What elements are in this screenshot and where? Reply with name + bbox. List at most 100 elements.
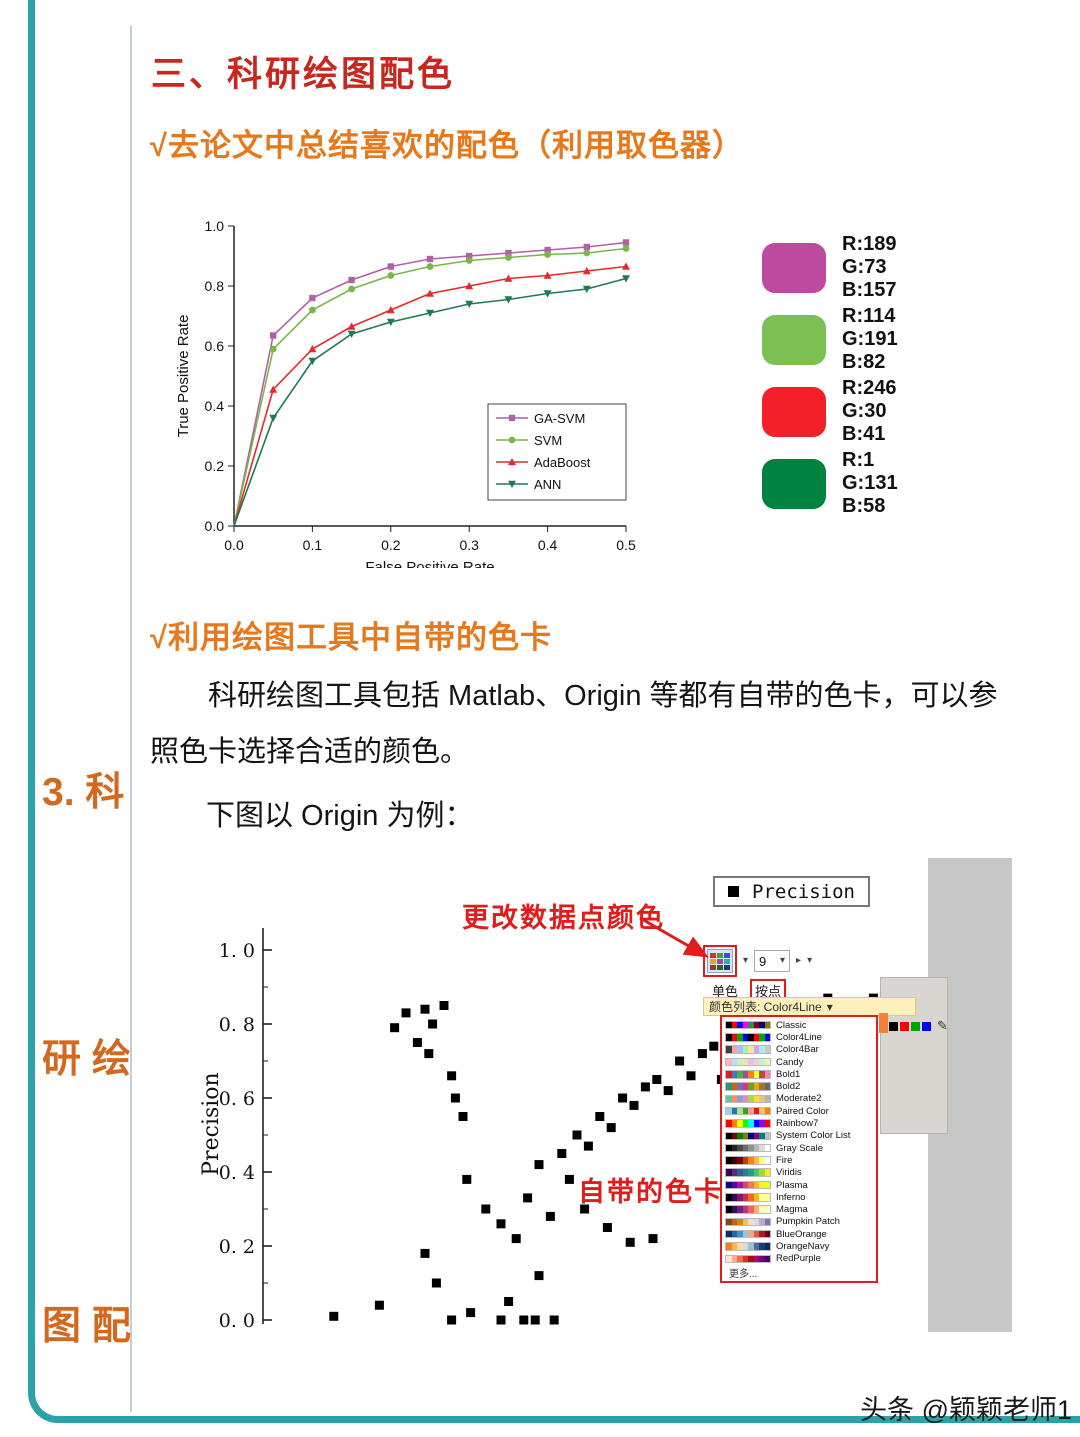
tab-single-color[interactable]: 单色 [712, 984, 739, 999]
rgb-label: R:114 G:191 B:82 [842, 305, 898, 373]
chevron-down-icon[interactable]: ▾ [743, 955, 749, 966]
svg-text:0.4: 0.4 [205, 398, 225, 414]
palette-color-strip [725, 1070, 771, 1079]
palette-option[interactable]: Color4Bar [725, 1044, 876, 1056]
palette-color-strip [725, 1143, 771, 1153]
tip-pick-colors-from-papers: √去论文中总结喜欢的配色（利用取色器） [150, 128, 745, 163]
palette-option-label: Magma [776, 1204, 808, 1216]
size-spinner[interactable]: 9 ▾ [754, 950, 791, 972]
palette-option[interactable]: Color4Line [725, 1031, 876, 1043]
palette-option-label: Rainbow7 [776, 1118, 819, 1130]
palette-option[interactable]: OrangeNavy [725, 1240, 876, 1252]
palette-option[interactable]: Bold1 [725, 1068, 876, 1080]
palette-color-strip [725, 1131, 771, 1141]
edit-pencil-icon[interactable]: ✎ [937, 1018, 948, 1033]
rgb-label: R:246 G:30 B:41 [842, 377, 897, 445]
roc-chart: 0.0 0.1 0.2 0.3 0.4 0.5 0.0 0.2 0.4 0.6 0.8 1.0 Fals… [172, 206, 652, 576]
palette-option[interactable]: Gray Scale [725, 1142, 876, 1154]
palette-color-strip [725, 1119, 771, 1128]
page-title: 三、科研绘图配色 [151, 55, 456, 94]
preview-color-cell [900, 1021, 909, 1031]
palette-option-label: Paired Color [776, 1105, 829, 1117]
palette-option[interactable]: Moderate2 [725, 1093, 876, 1105]
palette-option-label: OrangeNavy [776, 1240, 830, 1252]
palette-color-strip [725, 1180, 771, 1190]
svg-text:True Positive Rate: True Positive Rate [175, 315, 192, 438]
palette-option[interactable]: Classic [725, 1019, 876, 1031]
svg-text:1.0: 1.0 [205, 218, 225, 234]
color-list-dropdown-header[interactable]: 颜色列表: Color4Line ▾ [703, 997, 916, 1016]
palette-option[interactable]: Magma [725, 1203, 876, 1215]
palette-option[interactable]: Bold2 [725, 1080, 876, 1092]
svg-text:0.1: 0.1 [303, 537, 323, 553]
watermark: 头条 @颖颖老师1 [860, 1395, 1072, 1425]
palette-color-strip [725, 1168, 771, 1177]
palette-option[interactable]: RedPurple [725, 1253, 876, 1265]
palette-option[interactable]: Inferno [725, 1191, 876, 1203]
palette-list: Classic Color4Line Color4Bar Candy Bold1 Bold… [720, 1015, 878, 1283]
svg-text:AdaBoost: AdaBoost [534, 455, 591, 470]
palette-option[interactable]: Pumpkin Patch [725, 1216, 876, 1228]
black-square-marker-icon [728, 886, 739, 897]
color-list-button[interactable] [707, 949, 733, 973]
svg-text:0.2: 0.2 [205, 458, 225, 474]
color-swatch-row: R:189 G:73 B:157 [762, 233, 898, 302]
size-value: 9 [759, 953, 767, 969]
palette-option-label: Plasma [776, 1179, 808, 1191]
palette-option[interactable]: Fire [725, 1154, 876, 1166]
svg-text:0. 8: 0. 8 [219, 1014, 255, 1036]
palette-color-strip [725, 1106, 771, 1116]
chevron-down-icon[interactable]: ▾ [807, 955, 813, 966]
sidebar-line: 3. 科 [42, 771, 125, 814]
svg-text:0. 0: 0. 0 [219, 1310, 255, 1332]
palette-option-label: Bold1 [776, 1068, 801, 1080]
palette-option-label: Bold2 [776, 1081, 801, 1093]
palette-option-label: BlueOrange [776, 1228, 827, 1240]
palette-option[interactable]: Viridis [725, 1167, 876, 1179]
annotation-change-point-color: 更改数据点颜色 [462, 903, 665, 933]
palette-option-label: RedPurple [776, 1253, 821, 1265]
precision-legend: Precision [713, 876, 870, 907]
svg-text:0.2: 0.2 [381, 537, 401, 553]
palette-color-strip [725, 1082, 771, 1091]
caret-right-icon[interactable]: ▸ [796, 955, 802, 966]
palette-option-label: Classic [776, 1019, 807, 1031]
palette-option[interactable]: Plasma [725, 1179, 876, 1191]
svg-text:0. 2: 0. 2 [219, 1236, 255, 1258]
color-swatch-list: R:189 G:73 B:157 R:114 G:191 B:82 R:246 G:30 B:4… [762, 233, 898, 521]
palette-color-strip [725, 1045, 771, 1054]
palette-color-strip [725, 1229, 771, 1239]
palette-scrollbar-thumb[interactable] [879, 1013, 888, 1033]
tip-builtin-palette: √利用绘图工具中自带的色卡 [150, 620, 553, 655]
roc-chart-svg: 0.0 0.1 0.2 0.3 0.4 0.5 0.0 0.2 0.4 0.6 0.8 1.0 Fals… [175, 218, 636, 576]
rgb-label: R:189 G:73 B:157 [842, 233, 897, 301]
sidebar-line: 研 绘 [42, 1038, 131, 1081]
palette-option-label: Gray Scale [776, 1142, 823, 1154]
palette-option[interactable]: Rainbow7 [725, 1117, 876, 1129]
palette-color-strip [725, 1254, 771, 1264]
palette-color-strip [725, 1020, 771, 1030]
example-caption: 下图以 Origin 为例： [206, 800, 474, 832]
palette-option[interactable]: Paired Color [725, 1105, 876, 1117]
color-swatch [762, 386, 826, 437]
annotation-builtin-palette: 自带的色卡 [578, 1177, 723, 1207]
palette-option-label: Viridis [776, 1167, 802, 1179]
svg-text:0. 4: 0. 4 [219, 1162, 255, 1184]
palette-option-label: Fire [776, 1154, 793, 1166]
palette-option[interactable]: Candy [725, 1056, 876, 1068]
palette-color-strip [725, 1094, 771, 1104]
palette-color-strip [725, 1217, 771, 1227]
svg-text:0.0: 0.0 [205, 518, 225, 534]
palette-more-option[interactable]: 更多... [729, 1268, 758, 1280]
palette-option[interactable]: BlueOrange [725, 1228, 876, 1240]
palette-color-strip [725, 1193, 771, 1202]
svg-text:0. 6: 0. 6 [219, 1088, 255, 1110]
paragraph-line: 照色卡选择合适的颜色。 [150, 736, 470, 768]
preview-color-cell [889, 1021, 898, 1031]
palette-option[interactable]: System Color List [725, 1130, 876, 1142]
svg-text:ANN: ANN [534, 477, 561, 492]
precision-legend-label: Precision [752, 880, 855, 903]
palette-color-strip [725, 1156, 771, 1165]
highlight-box-color-button [703, 945, 737, 977]
